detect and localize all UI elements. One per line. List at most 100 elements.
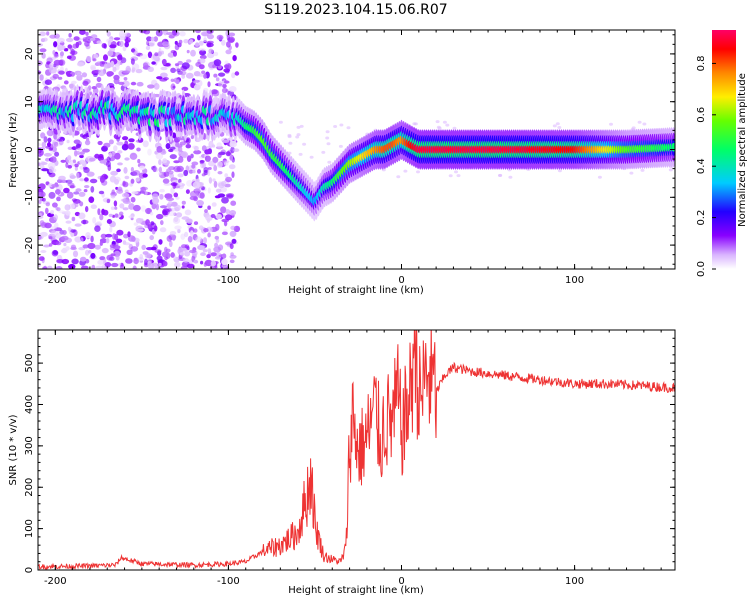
heatmap-noise-cell (122, 136, 129, 141)
heatmap-noise-cell (97, 259, 104, 265)
heatmap-noise-cell (214, 242, 219, 248)
heatmap-noise-cell (118, 36, 127, 41)
heatmap-noise-cell (201, 173, 206, 177)
heatmap-noise-cell (65, 210, 71, 216)
heatmap-noise-cell (38, 212, 42, 217)
heatmap-noise-cell (135, 228, 144, 232)
heatmap-noise-cell (178, 39, 183, 45)
heatmap-noise-cell (90, 204, 98, 209)
heatmap-noise-cell (149, 211, 154, 216)
heatmap-noise-cell (84, 185, 90, 189)
heatmap-noise-cell (217, 171, 223, 175)
x-tick-label: -200 (44, 576, 67, 587)
heatmap-noise-cell (346, 126, 351, 130)
heatmap-noise-cell (295, 135, 300, 139)
heatmap-noise-cell (52, 250, 59, 255)
heatmap-noise-cell (158, 239, 163, 245)
heatmap-noise-cell (229, 230, 237, 237)
heatmap-noise-cell (199, 58, 206, 64)
snr-y-label: SNR (10 * v/v) (8, 414, 19, 485)
heatmap-noise-cell (135, 177, 140, 182)
heatmap-noise-cell (75, 203, 79, 208)
heatmap-noise-cell (73, 36, 80, 41)
heatmap-noise-cell (181, 62, 190, 70)
heatmap-noise-cell (179, 182, 183, 186)
heatmap-noise-cell (175, 79, 180, 85)
heatmap-noise-cell (321, 150, 326, 154)
heatmap-noise-cell (126, 249, 133, 255)
heatmap-noise-cell (416, 170, 420, 174)
heatmap-noise-cell (140, 205, 147, 212)
colorbar-tick-label: 0.8 (696, 55, 707, 71)
x-tick-label: -200 (44, 275, 67, 286)
heatmap-noise-cell (93, 54, 99, 59)
heatmap-noise-cell (60, 159, 66, 163)
heatmap-noise-cell (115, 255, 120, 261)
heatmap-noise-cell (76, 62, 85, 67)
heatmap-noise-cell (169, 240, 173, 247)
heatmap-noise-cell (199, 245, 206, 251)
heatmap-noise-cell (113, 74, 120, 81)
heatmap-noise-cell (38, 43, 43, 47)
heatmap-noise-cell (99, 213, 104, 221)
heatmap-noise-cell (131, 191, 139, 195)
heatmap-noise-cell (412, 122, 417, 126)
heatmap-noise-cell (69, 175, 76, 179)
heatmap-noise-cell (66, 156, 72, 164)
heatmap-noise-cell (105, 233, 113, 238)
heatmap-noise-cell (142, 140, 149, 148)
heatmap-noise-cell (66, 55, 72, 60)
heatmap-noise-cell (106, 71, 114, 77)
heatmap-noise-cell (79, 178, 85, 182)
heatmap-noise-cell (189, 39, 194, 44)
heatmap-noise-cell (174, 40, 178, 45)
heatmap-noise-cell (175, 196, 180, 200)
heatmap-noise-cell (63, 80, 69, 85)
figure-title: S119.2023.104.15.06.R07 (264, 2, 447, 18)
heatmap-noise-cell (79, 133, 86, 138)
heatmap-noise-cell (203, 73, 207, 79)
heatmap-noise-cell (89, 178, 98, 184)
heatmap-noise-cell (164, 246, 168, 253)
heatmap-noise-cell (186, 180, 193, 187)
colorbar-tick-label: 0.4 (696, 158, 707, 174)
heatmap-noise-cell (454, 170, 458, 174)
heatmap-noise-cell (85, 249, 90, 256)
heatmap-noise-cell (180, 233, 186, 240)
heatmap-noise-cell (124, 32, 131, 37)
heatmap-noise-cell (437, 126, 442, 130)
heatmap-noise-cell (207, 232, 211, 238)
heatmap-noise-cell (90, 235, 94, 243)
heatmap-noise-cell (193, 259, 199, 264)
heatmap-noise-cell (119, 40, 124, 48)
heatmap-noise-cell (53, 133, 58, 140)
heatmap-noise-cell (54, 141, 59, 147)
heatmap-noise-cell (153, 83, 160, 90)
heatmap-noise-cell (235, 42, 239, 48)
snr-frame (37, 329, 676, 571)
heatmap-noise-cell (150, 246, 157, 251)
heatmap-noise-cell (96, 40, 103, 45)
heatmap-noise-cell (53, 41, 58, 48)
heatmap-noise-cell (216, 142, 222, 148)
heatmap-noise-cell (103, 142, 111, 148)
heatmap-noise-cell (212, 89, 220, 97)
heatmap-noise-cell (229, 38, 235, 44)
heatmap-noise-cell (234, 71, 240, 76)
heatmap-noise-cell (117, 162, 123, 166)
heatmap-noise-cell (38, 142, 41, 147)
snr-x-label: Height of straight line (km) (288, 585, 424, 596)
heatmap-noise-cell (47, 142, 51, 148)
heatmap-noise-cell (224, 214, 233, 221)
heatmap-noise-cell (133, 258, 139, 265)
heatmap-noise-cell (175, 212, 183, 218)
heatmap-noise-cell (184, 244, 190, 249)
heatmap-noise-cell (61, 258, 70, 265)
heatmap-noise-cell (166, 197, 175, 202)
heatmap-noise-cell (170, 83, 176, 91)
heatmap-noise-cell (222, 160, 230, 164)
heatmap-noise-cell (44, 79, 53, 85)
heatmap-noise-cell (130, 58, 135, 65)
heatmap-noise-cell (162, 178, 170, 184)
